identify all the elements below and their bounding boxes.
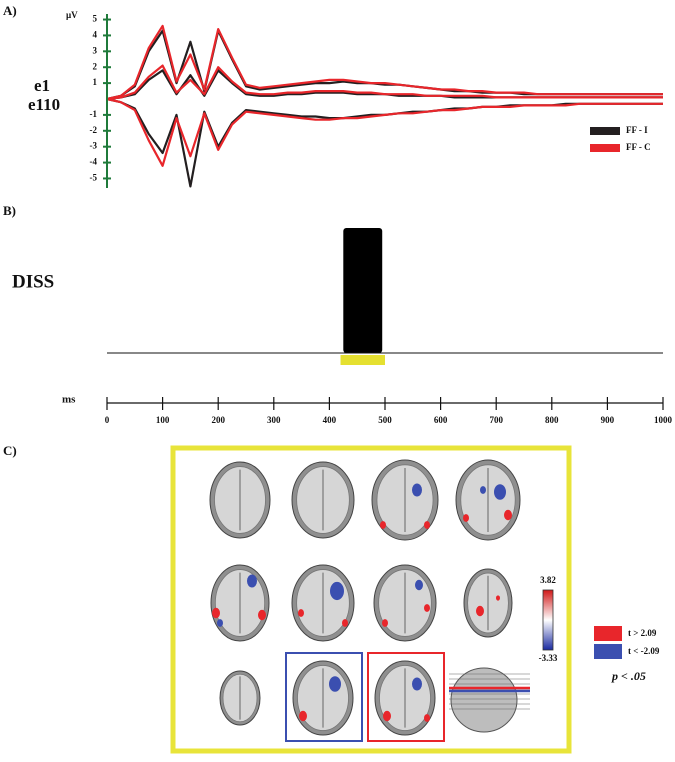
window xyxy=(340,355,385,365)
activation xyxy=(412,483,422,497)
y-axis-label: µV xyxy=(66,10,78,20)
activation xyxy=(480,486,486,494)
y-tick-label: 2 xyxy=(93,61,98,71)
y-tick-label: 3 xyxy=(93,45,98,55)
legend-swatch xyxy=(590,144,620,152)
legend-label: t > 2.09 xyxy=(628,628,657,638)
panel-label: B) xyxy=(3,203,16,218)
threshold-note: p < .05 xyxy=(611,669,646,683)
activation xyxy=(424,714,430,722)
activation xyxy=(212,607,220,619)
activation xyxy=(298,609,304,617)
y-tick-label: 4 xyxy=(93,29,98,39)
trace xyxy=(106,64,663,101)
legend-swatch xyxy=(594,644,622,659)
x-tick-label: 900 xyxy=(601,415,615,425)
activation xyxy=(330,581,344,601)
sagittal-brain xyxy=(450,667,518,733)
activation xyxy=(504,509,512,521)
x-tick-label: 700 xyxy=(489,415,503,425)
y-tick-label: -1 xyxy=(90,109,98,119)
activation xyxy=(247,574,257,588)
activation xyxy=(412,677,422,691)
activation xyxy=(299,710,307,722)
activation xyxy=(463,514,469,522)
x-tick-label: 100 xyxy=(156,415,170,425)
y-tick-label: -2 xyxy=(90,125,98,135)
activation xyxy=(382,619,388,627)
panel-label: C) xyxy=(3,443,17,458)
x-tick-label: 600 xyxy=(434,415,448,425)
x-tick-label: 200 xyxy=(211,415,225,425)
activation xyxy=(415,579,423,591)
legend-label: FF - I xyxy=(626,125,648,135)
legend-swatch xyxy=(590,127,620,135)
y-tick-label: 5 xyxy=(93,14,98,24)
activation xyxy=(494,484,506,500)
panel-label: A) xyxy=(3,3,17,18)
trace xyxy=(106,97,663,167)
y-axis-label: DISS xyxy=(12,271,54,292)
window xyxy=(343,228,383,353)
colorbar xyxy=(542,589,554,651)
activation xyxy=(342,619,348,627)
activation xyxy=(424,604,430,612)
legend-swatch xyxy=(594,626,622,641)
y-tick-label: -4 xyxy=(90,157,98,167)
legend-label: t < -2.09 xyxy=(628,646,660,656)
x-tick-label: 500 xyxy=(378,415,392,425)
channel-label: e110 xyxy=(28,95,60,114)
trace xyxy=(106,24,663,101)
x-axis-label: ms xyxy=(62,394,76,406)
slice-box xyxy=(285,652,363,742)
activation xyxy=(329,676,341,692)
slice-box xyxy=(367,652,445,742)
x-tick-label: 0 xyxy=(105,415,110,425)
activation xyxy=(476,605,484,617)
y-tick-label: -5 xyxy=(90,173,98,183)
trace xyxy=(106,97,663,188)
frame xyxy=(170,445,572,754)
x-tick-label: 400 xyxy=(323,415,337,425)
channel-label: e1 xyxy=(34,76,50,95)
legend-label: FF - C xyxy=(626,142,651,152)
activation xyxy=(217,619,223,627)
colorbar-label: -3.33 xyxy=(539,653,558,663)
activation xyxy=(380,521,386,529)
colorbar-label: 3.82 xyxy=(540,575,556,585)
trace xyxy=(106,29,663,101)
activation xyxy=(383,710,391,722)
activation xyxy=(258,609,266,621)
y-tick-label: 1 xyxy=(93,77,98,87)
x-tick-label: 300 xyxy=(267,415,281,425)
x-tick-label: 1000 xyxy=(654,415,673,425)
x-tick-label: 800 xyxy=(545,415,559,425)
activation xyxy=(496,595,500,601)
activation xyxy=(424,521,430,529)
y-tick-label: -3 xyxy=(90,141,98,151)
